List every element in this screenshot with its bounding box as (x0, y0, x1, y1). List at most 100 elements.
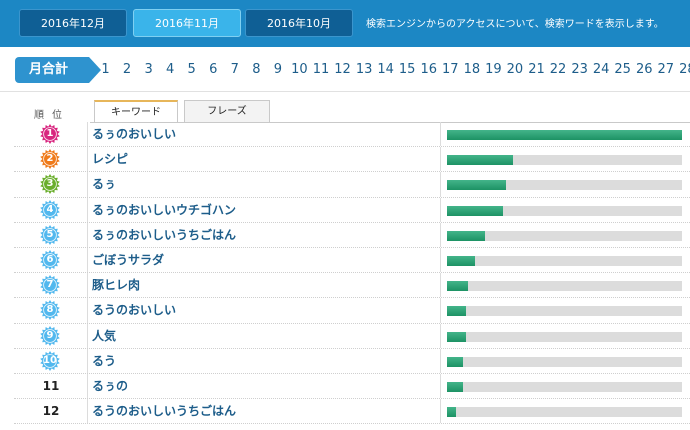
day-link-27[interactable]: 27 (657, 62, 675, 77)
day-link-6[interactable]: 6 (209, 62, 218, 77)
rank-cell: 7 (14, 273, 88, 298)
table-row: 7 豚ヒレ肉 (14, 273, 690, 299)
day-link-19[interactable]: 19 (485, 62, 502, 77)
rank-badge-icon: 7 (40, 275, 60, 296)
day-link-24[interactable]: 24 (592, 62, 610, 77)
day-link-4[interactable]: 4 (166, 62, 175, 77)
rank-cell: 8 (14, 298, 88, 323)
day-link-5[interactable]: 5 (187, 62, 196, 77)
day-link-15[interactable]: 15 (398, 62, 416, 77)
month-tab-2016-12[interactable]: 2016年12月 (19, 9, 127, 37)
share-bar-track (447, 331, 682, 342)
day-link-23[interactable]: 23 (571, 62, 588, 77)
day-link-25[interactable]: 25 (614, 62, 631, 77)
rank-number: 10 (43, 354, 57, 366)
share-bar-track (447, 180, 682, 191)
day-link-18[interactable]: 18 (463, 62, 481, 77)
keyword-ranking-table: 1 るぅのおいしい 2 レシピ 3 るぅ 4 るぅのおいしいウチゴハン 5 るぅのおいしいうちごは… (14, 122, 690, 425)
rank-number: 8 (46, 304, 54, 316)
day-link-20[interactable]: 20 (506, 62, 524, 77)
share-bar-fill (447, 130, 682, 140)
share-bar-fill (447, 331, 466, 342)
day-link-14[interactable]: 14 (377, 62, 394, 77)
month-total-button[interactable]: 月合計 (15, 57, 101, 83)
rank-cell: 9 (14, 323, 88, 348)
table-row: 6 ごぼうサラダ (14, 247, 690, 274)
day-link-28[interactable]: 28 (679, 62, 690, 77)
keyword-link[interactable]: るぅのおいしいウチゴハン (92, 202, 237, 217)
tab-phrase[interactable]: フレーズ (184, 100, 270, 123)
month-tab-2016-11[interactable]: 2016年11月 (133, 9, 241, 37)
day-link-8[interactable]: 8 (252, 62, 261, 77)
day-link-12[interactable]: 12 (334, 62, 351, 77)
month-tab-2016-10[interactable]: 2016年10月 (245, 9, 353, 37)
table-row: 5 るぅのおいしいうちごはん (14, 222, 690, 248)
share-bar-track (447, 381, 682, 392)
rank-column-header: 順位 (34, 110, 70, 121)
keyword-link[interactable]: るぅ (92, 177, 117, 192)
day-link-17[interactable]: 17 (442, 62, 459, 77)
keyword-link[interactable]: レシピ (92, 152, 129, 167)
rank-number: 3 (46, 178, 54, 190)
share-bar-fill (447, 356, 464, 367)
day-link-16[interactable]: 16 (420, 62, 438, 77)
keyword-link[interactable]: るう (92, 353, 117, 368)
share-bar-fill (447, 281, 469, 292)
month-bar: 2016年12月 2016年11月 2016年10月 検索エンジンからのアクセス… (0, 0, 690, 47)
rank-badge-icon: 6 (40, 249, 60, 270)
keyword-link[interactable]: 人気 (92, 328, 117, 343)
share-bar-fill (447, 381, 464, 392)
share-bar-track (447, 356, 682, 367)
rank-cell: 2 (14, 147, 88, 172)
share-bar-cell (440, 122, 690, 147)
day-link-11[interactable]: 11 (312, 62, 330, 77)
day-link-9[interactable]: 9 (273, 62, 283, 77)
rank-cell: 12 (14, 399, 88, 424)
rank-number: 12 (42, 404, 60, 419)
keyword-link[interactable]: るうのおいしいうちごはん (92, 404, 237, 419)
share-bar-track (447, 281, 682, 292)
keyword-link[interactable]: 豚ヒレ肉 (92, 278, 141, 293)
rank-number: 5 (46, 228, 54, 240)
rank-badge-icon: 2 (40, 149, 60, 170)
day-link-22[interactable]: 22 (549, 62, 567, 77)
tab-divider (90, 122, 690, 123)
keyword-link[interactable]: るぅの (92, 378, 129, 393)
keyword-link[interactable]: ごぼうサラダ (92, 252, 165, 267)
rank-number: 4 (46, 203, 54, 215)
rank-badge-icon: 4 (40, 199, 60, 220)
day-link-3[interactable]: 3 (144, 62, 153, 77)
day-link-2[interactable]: 2 (122, 62, 132, 77)
day-link-10[interactable]: 10 (291, 62, 308, 77)
share-bar-cell (440, 323, 690, 348)
keyword-link[interactable]: るうのおいしい (92, 303, 177, 318)
share-bar-cell (440, 399, 690, 424)
share-bar-track (447, 230, 682, 241)
share-bar-fill (447, 255, 476, 266)
share-bar-fill (447, 155, 513, 166)
share-bar-track (447, 205, 682, 216)
tab-keyword[interactable]: キーワード (94, 100, 178, 123)
rank-cell: 1 (14, 122, 88, 147)
share-bar-track (447, 155, 682, 166)
rank-cell: 11 (14, 373, 88, 399)
share-bar-fill (447, 205, 504, 216)
day-link-13[interactable]: 13 (355, 62, 373, 77)
keyword-link[interactable]: るぅのおいしい (92, 127, 177, 141)
share-bar-track (447, 306, 682, 317)
day-link-21[interactable]: 21 (528, 62, 545, 77)
day-link-7[interactable]: 7 (230, 62, 239, 77)
share-bar-cell (440, 373, 690, 399)
day-link-26[interactable]: 26 (635, 62, 653, 77)
table-row: 9 人気 (14, 323, 690, 349)
day-link-1[interactable]: 1 (101, 62, 110, 77)
share-bar-track (447, 255, 682, 266)
keyword-link[interactable]: るぅのおいしいうちごはん (92, 227, 237, 242)
rank-badge-icon: 1 (40, 124, 60, 144)
share-bar-cell (440, 348, 690, 373)
share-bar-cell (440, 298, 690, 323)
rank-badge-icon: 8 (40, 300, 60, 321)
table-row: 3 るぅ (14, 172, 690, 198)
rank-number: 2 (46, 153, 54, 165)
table-row: 2 レシピ (14, 147, 690, 173)
